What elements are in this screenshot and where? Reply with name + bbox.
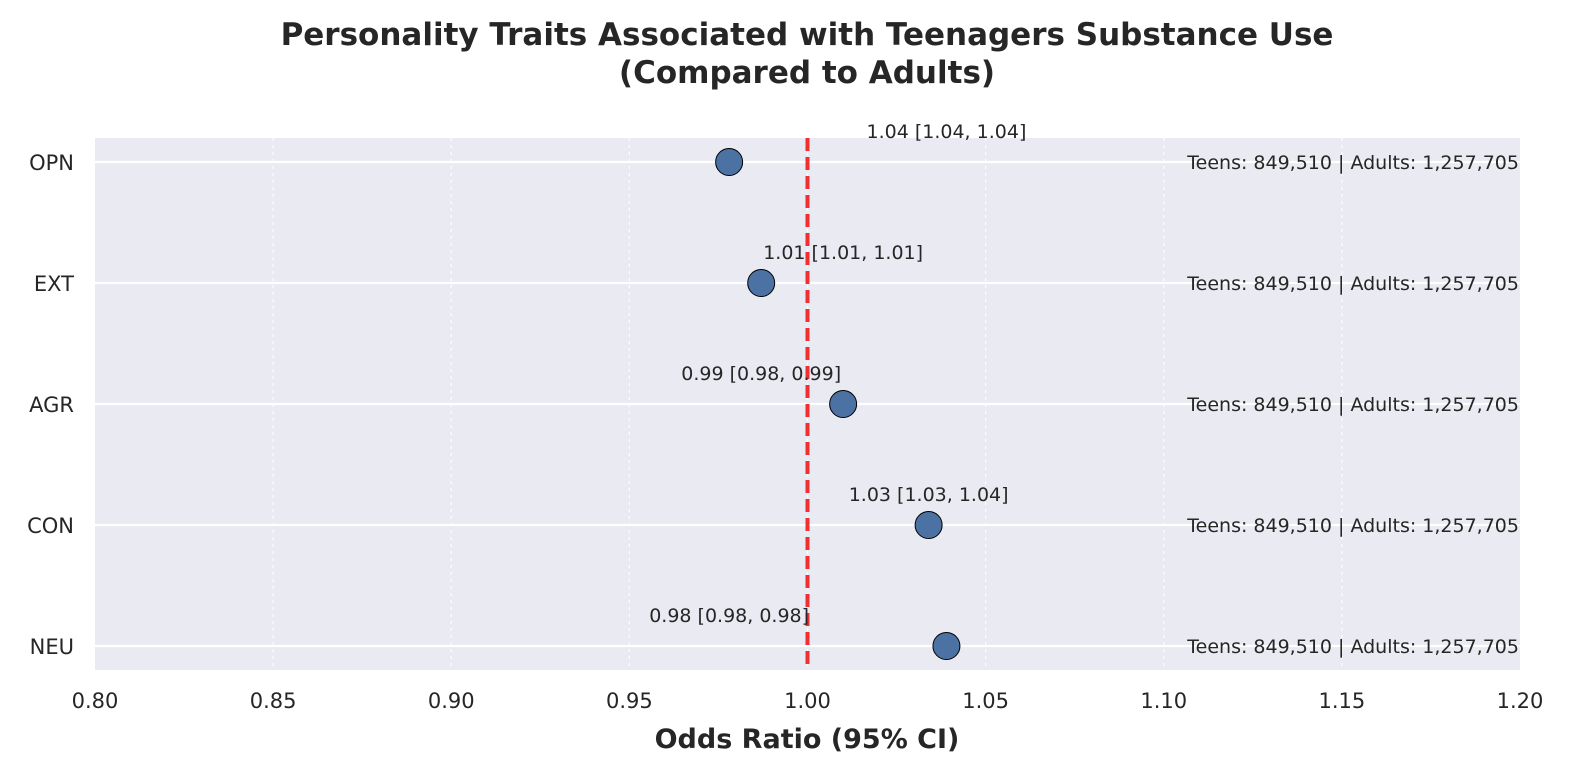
chart-title-line1: Personality Traits Associated with Teena… — [281, 17, 1334, 53]
x-tick-label: 1.00 — [784, 689, 831, 713]
chart-title-line2: (Compared to Adults) — [619, 55, 995, 91]
data-point-opn — [715, 148, 744, 176]
data-point-neu — [932, 632, 961, 660]
point-label-opn: 1.04 [1.04, 1.04] — [867, 121, 1027, 143]
x-tick-label: 0.95 — [606, 689, 653, 713]
point-label-ext: 1.01 [1.01, 1.01] — [763, 242, 923, 264]
y-tick-label-agr: AGR — [29, 393, 74, 417]
sample-label-agr: Teens: 849,510 | Adults: 1,257,705 — [1186, 394, 1519, 416]
y-tick-label-con: CON — [27, 514, 74, 538]
y-tick-label-neu: NEU — [30, 635, 74, 659]
marker-layer — [715, 148, 961, 660]
data-point-agr — [829, 390, 858, 418]
sample-label-con: Teens: 849,510 | Adults: 1,257,705 — [1186, 515, 1519, 537]
x-tick-label: 1.15 — [1318, 689, 1365, 713]
y-tick-label-ext: EXT — [34, 272, 74, 296]
y-tick-label-opn: OPN — [29, 151, 74, 175]
point-label-agr: 0.99 [0.98, 0.99] — [681, 363, 841, 385]
y-axis-ticks: OPN EXT AGR CON NEU — [27, 151, 74, 659]
x-tick-label: 1.10 — [1140, 689, 1187, 713]
data-point-con — [914, 511, 943, 539]
label-layer: 1.04 [1.04, 1.04] Teens: 849,510 | Adults… — [649, 121, 1519, 658]
point-label-neu: 0.98 [0.98, 0.98] — [649, 605, 809, 627]
data-point-ext — [747, 269, 776, 297]
x-tick-label: 0.80 — [72, 689, 119, 713]
x-tick-label: 0.85 — [250, 689, 297, 713]
x-tick-label: 0.90 — [428, 689, 475, 713]
x-axis-ticks: 0.80 0.85 0.90 0.95 1.00 1.05 1.10 1.15 1.20 — [72, 689, 1544, 713]
point-label-con: 1.03 [1.03, 1.04] — [849, 484, 1009, 506]
sample-label-opn: Teens: 849,510 | Adults: 1,257,705 — [1186, 152, 1519, 174]
x-tick-label: 1.20 — [1497, 689, 1544, 713]
sample-label-neu: Teens: 849,510 | Adults: 1,257,705 — [1186, 636, 1519, 658]
x-axis-label: Odds Ratio (95% CI) — [655, 724, 960, 755]
sample-label-ext: Teens: 849,510 | Adults: 1,257,705 — [1186, 273, 1519, 295]
x-tick-label: 1.05 — [962, 689, 1009, 713]
